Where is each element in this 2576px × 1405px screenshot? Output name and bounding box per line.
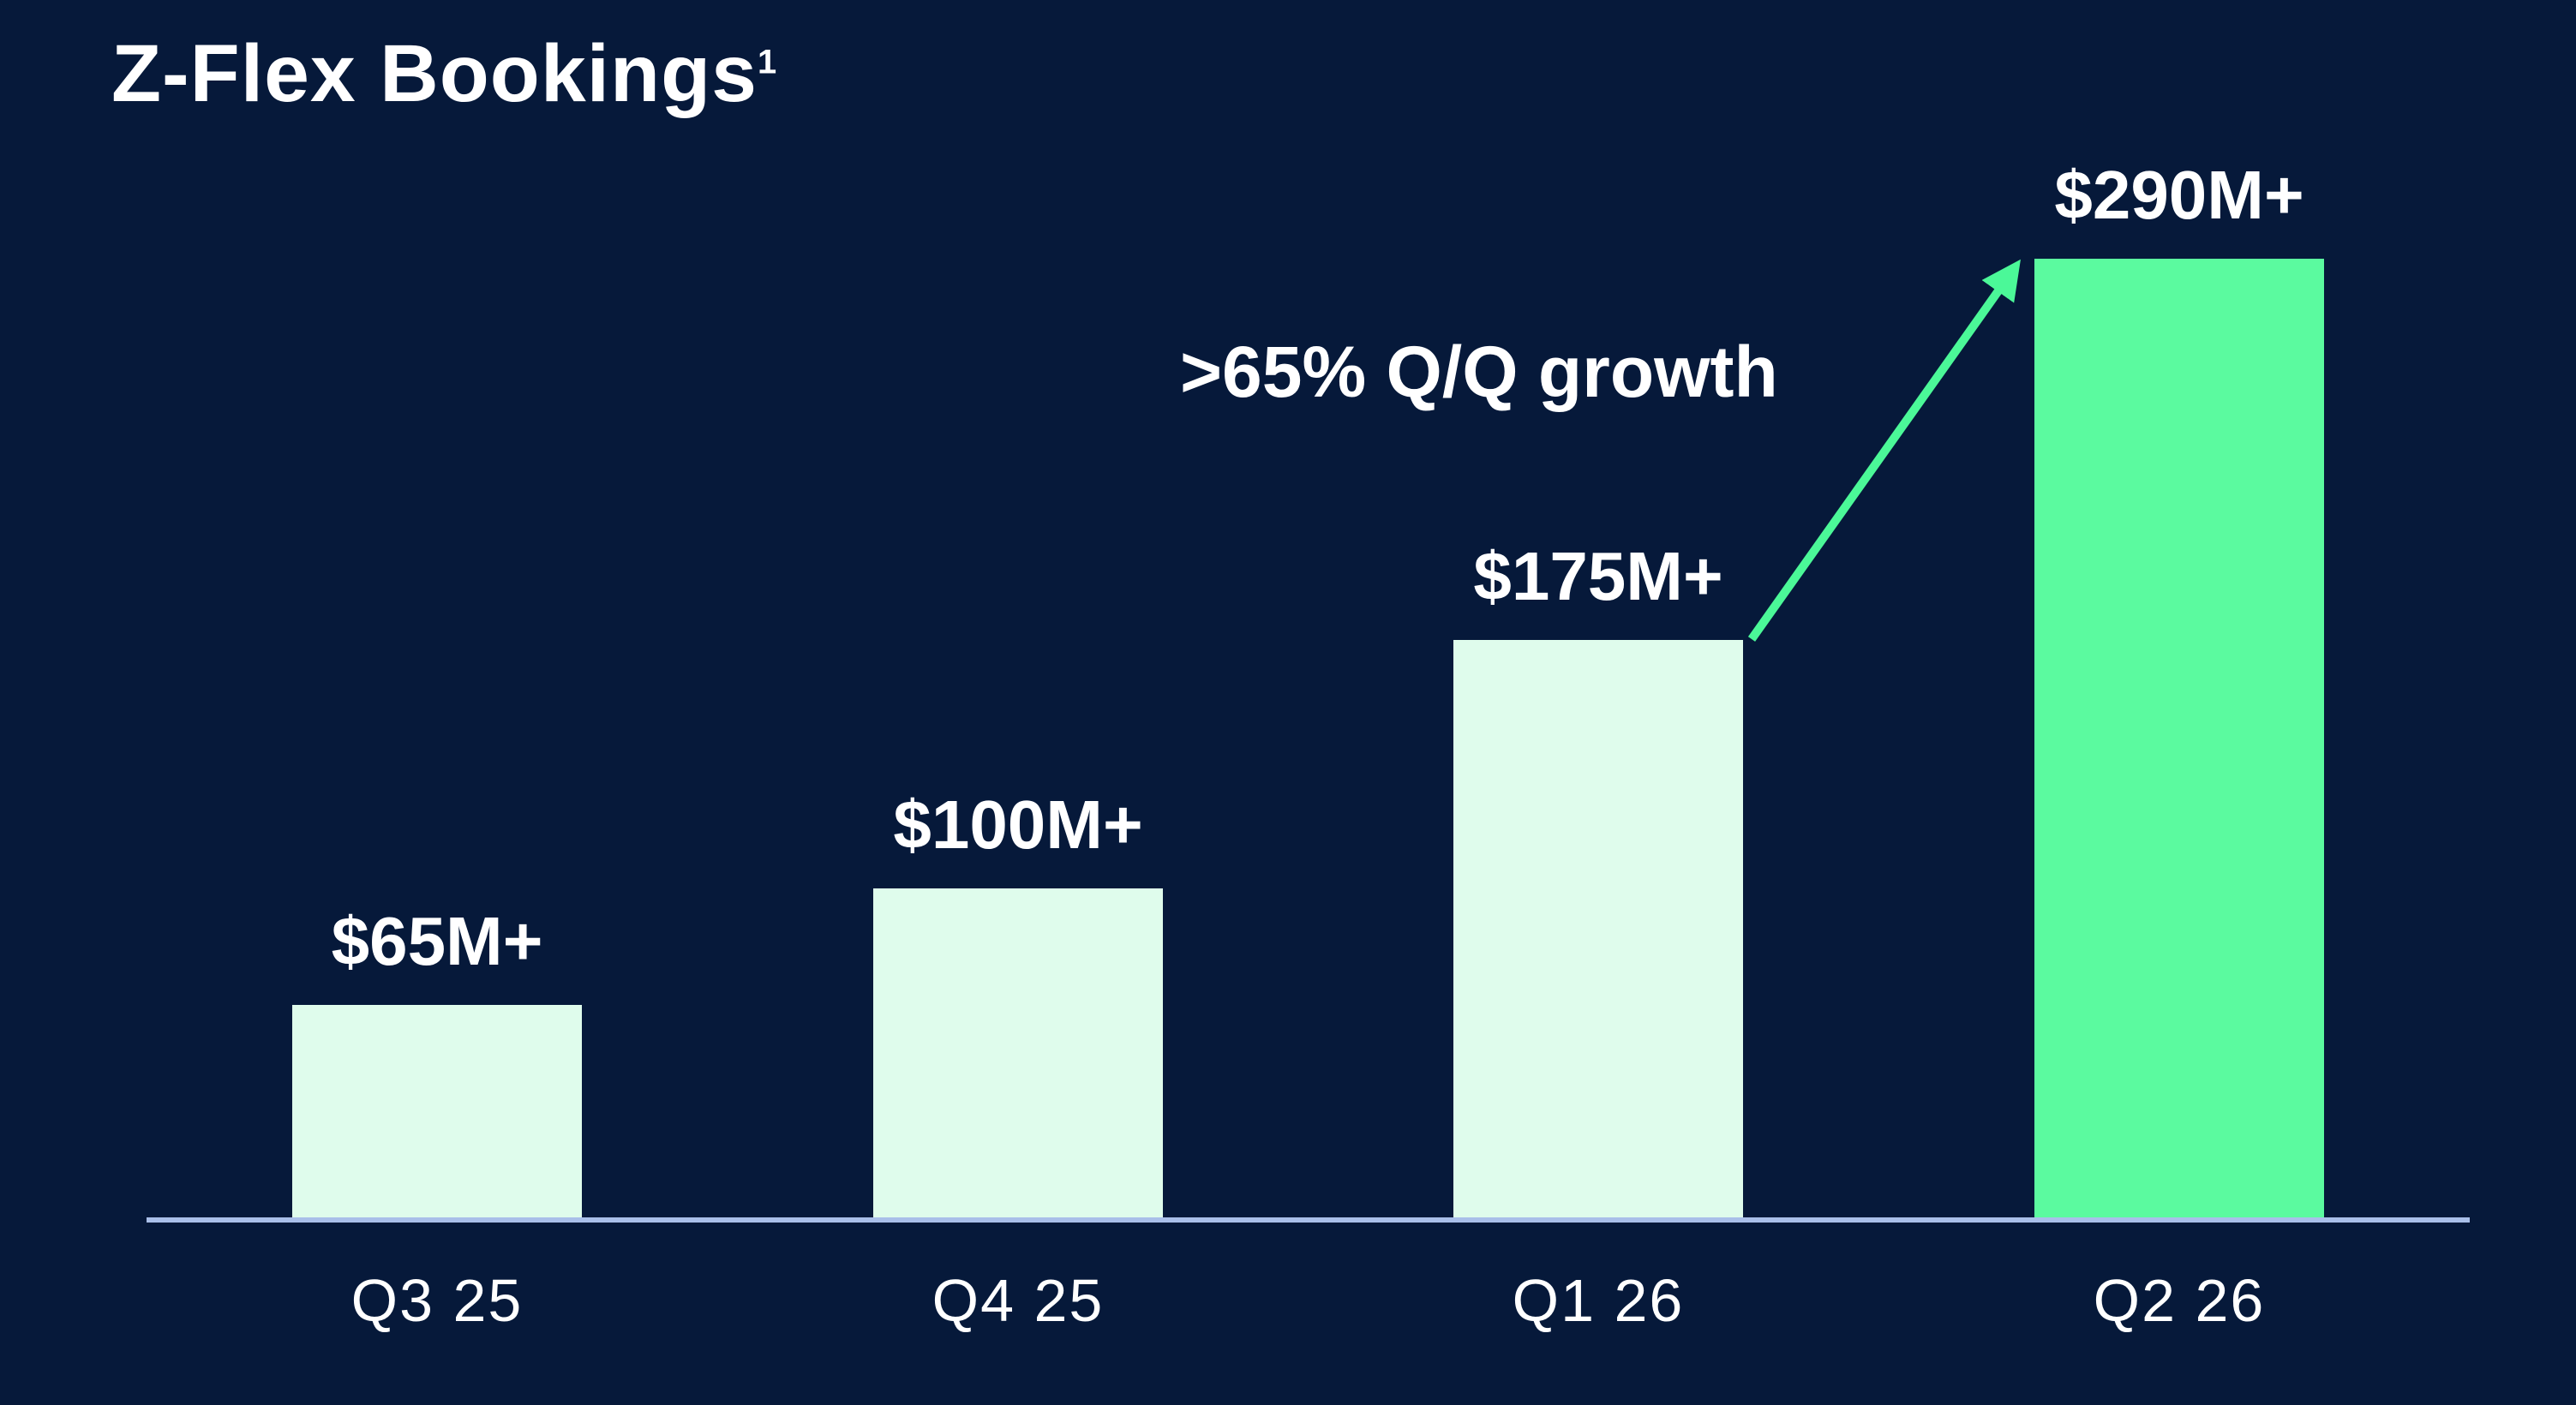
bar-q4-25 (873, 888, 1163, 1220)
bar-q3-25 (292, 1005, 582, 1220)
bar-q2-26-highlighted (2034, 259, 2324, 1220)
bar-q1-26 (1453, 640, 1743, 1220)
value-label-q4-25: $100M+ (893, 786, 1143, 863)
x-tick-label-q2-26: Q2 26 (2093, 1267, 2266, 1334)
value-label-q3-25: $65M+ (331, 903, 543, 979)
chart-title-text: Z-Flex Bookings (111, 28, 758, 119)
value-label-q1-26: $175M+ (1473, 538, 1723, 614)
growth-arrow-line (1747, 259, 2021, 642)
growth-annotation: >65% Q/Q growth (1180, 332, 1778, 412)
chart-title: Z-Flex Bookings1 (111, 29, 777, 119)
x-tick-label-q1-26: Q1 26 (1512, 1267, 1685, 1334)
x-axis-line (147, 1217, 2470, 1223)
x-tick-label-q4-25: Q4 25 (932, 1267, 1105, 1334)
x-tick-label-q3-25: Q3 25 (350, 1267, 524, 1334)
footnote-marker: 1 (757, 43, 778, 81)
value-label-q2-26: $290M+ (2054, 157, 2304, 233)
